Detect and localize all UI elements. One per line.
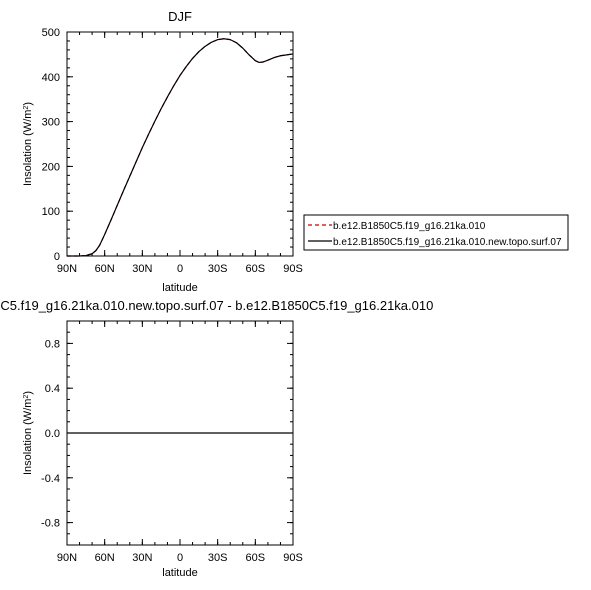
legend-entry-0: b.e12.B1850C5.f19_g16.21ka.010 bbox=[333, 221, 486, 232]
y-tick-label: 0.0 bbox=[45, 428, 60, 440]
x-tick-label: 60N bbox=[95, 263, 115, 275]
x-tick-label: 0 bbox=[177, 552, 183, 564]
legend: b.e12.B1850C5.f19_g16.21ka.010 b.e12.B185… bbox=[303, 214, 569, 251]
y-tick-label: 200 bbox=[42, 161, 60, 173]
series-line-0 bbox=[67, 38, 294, 257]
y-tick-label: 0.4 bbox=[45, 383, 60, 395]
y-tick-label: -0.8 bbox=[41, 518, 60, 530]
x-tick-label: 60S bbox=[246, 552, 266, 564]
y-axis-label: Insolation (W/m2) bbox=[22, 102, 34, 186]
chart-title: DJF bbox=[168, 9, 192, 24]
x-tick-label: 60S bbox=[246, 263, 266, 275]
y-tick-label: 300 bbox=[42, 117, 60, 129]
x-tick-label: 0 bbox=[177, 263, 183, 275]
plot-frame bbox=[66, 320, 294, 546]
x-tick-label: 30S bbox=[208, 552, 228, 564]
top-panel-x-axis-label: latitude bbox=[162, 282, 197, 294]
x-tick-label: 90S bbox=[283, 263, 303, 275]
x-tick-label: 30N bbox=[132, 263, 152, 275]
x-tick-label: 90N bbox=[57, 263, 77, 275]
y-tick-label: -0.4 bbox=[41, 473, 60, 485]
y-axis-label: Insolation (W/m2) bbox=[22, 391, 34, 475]
legend-entry-1: b.e12.B1850C5.f19_g16.21ka.010.new.topo.… bbox=[333, 237, 562, 248]
legend-box bbox=[303, 214, 569, 251]
x-axis-label: latitude bbox=[162, 567, 197, 579]
top-panel: 90N 60N 30N 0 30S 60S 90S 0 100 200 300 400 500 DJF In… bbox=[22, 9, 303, 275]
x-tick-label: 60N bbox=[95, 552, 115, 564]
plot-frame bbox=[66, 31, 294, 257]
x-tick-label: 30S bbox=[208, 263, 228, 275]
x-tick-label: 90N bbox=[57, 552, 77, 564]
y-tick-label: 100 bbox=[42, 206, 60, 218]
x-tick-label: 90S bbox=[283, 552, 303, 564]
y-tick-label: 400 bbox=[42, 72, 60, 84]
y-tick-label: 0 bbox=[54, 251, 60, 263]
x-tick-label: 30N bbox=[132, 552, 152, 564]
series-line-1 bbox=[67, 38, 294, 257]
y-tick-label: 0.8 bbox=[45, 338, 60, 350]
y-tick-label: 500 bbox=[42, 27, 60, 39]
bottom-panel: 90N 60N 30N 0 30S 60S 90S -0.8 -0.4 0.0 0.4 0.8 b.e1… bbox=[0, 298, 433, 579]
chart-title: b.e12.B1850C5.f19_g16.21ka.010.new.topo.… bbox=[0, 298, 433, 313]
